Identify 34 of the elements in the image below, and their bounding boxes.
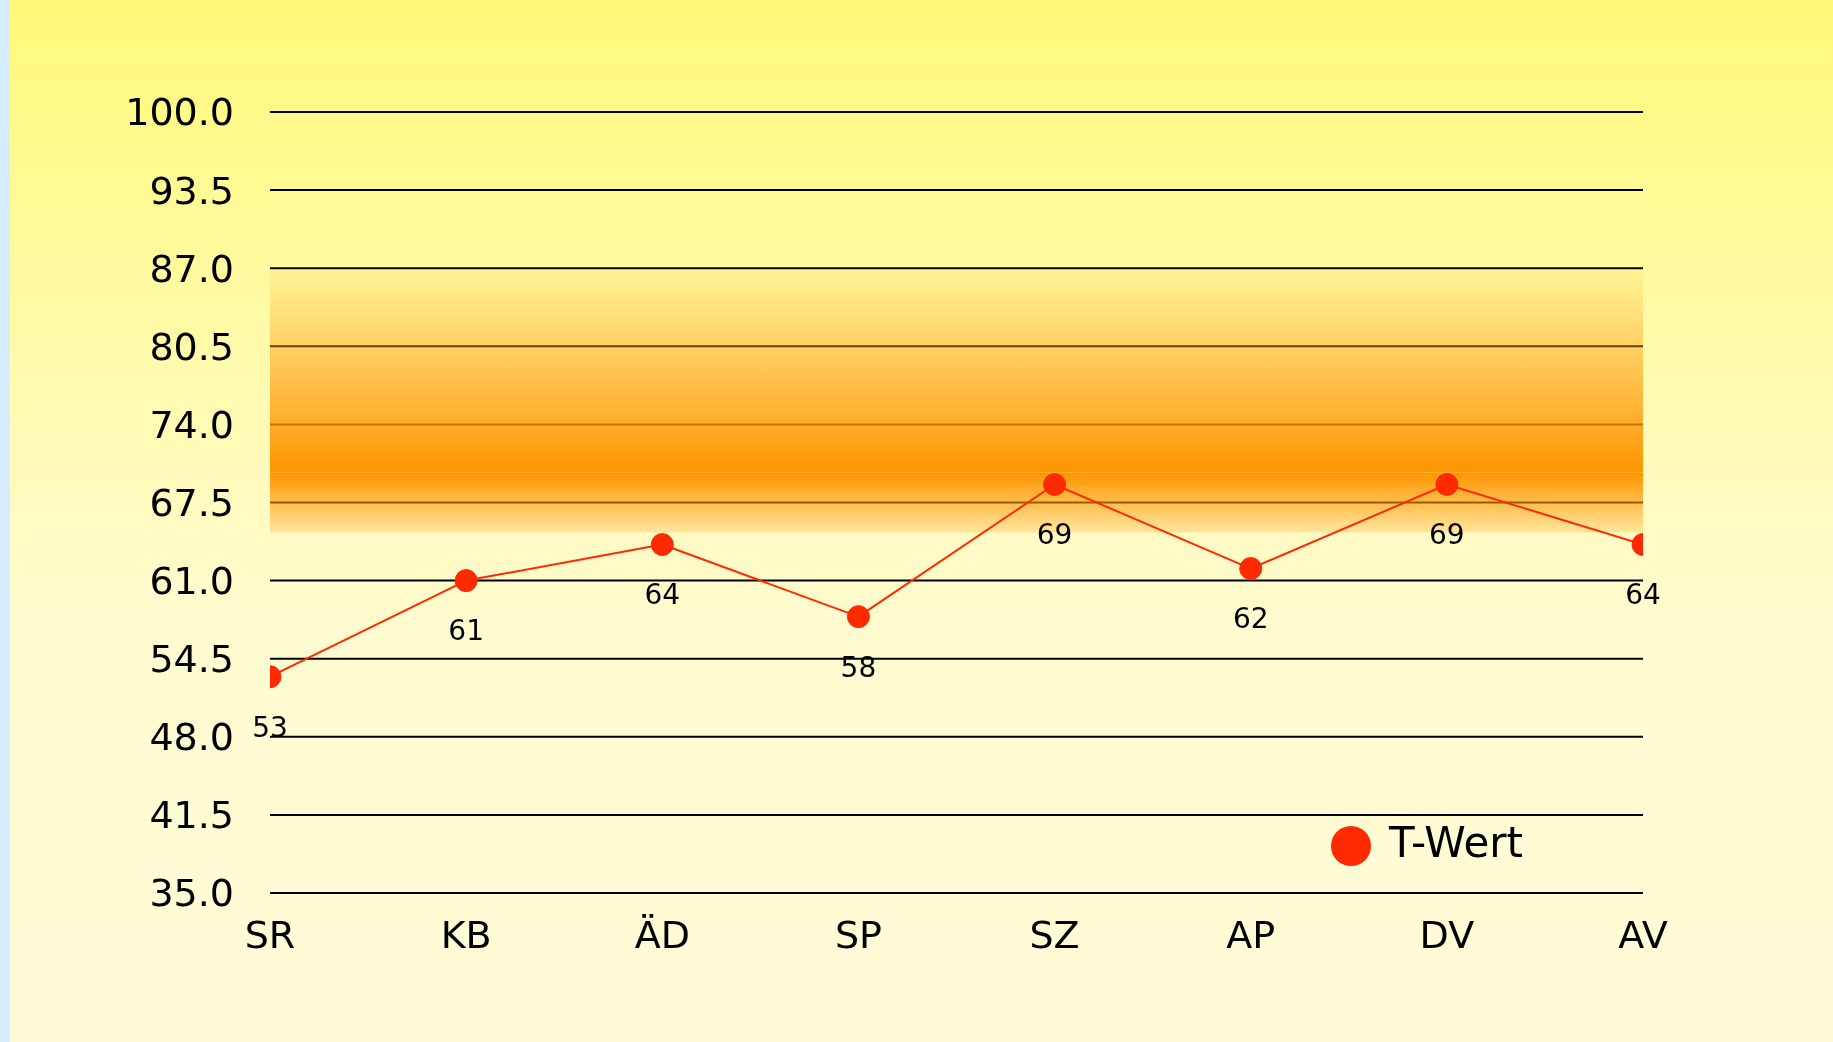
- data-label: 53: [252, 710, 288, 744]
- y-tick-label: 74.0: [149, 402, 234, 447]
- y-tick-label: 93.5: [149, 168, 234, 213]
- data-label: 61: [448, 614, 484, 648]
- x-tick-label: SR: [244, 912, 296, 957]
- y-tick-label: 67.5: [149, 480, 234, 525]
- point: [650, 533, 674, 557]
- legend-label: T-Wert: [1389, 818, 1523, 867]
- x-tick-label: SZ: [1029, 912, 1080, 957]
- y-tick-label: 100.0: [125, 90, 234, 135]
- y-tick-label: 61.0: [149, 559, 234, 604]
- x-tick-label: KB: [440, 912, 492, 957]
- data-label: 58: [840, 650, 877, 684]
- y-tick-label: 35.0: [149, 871, 234, 916]
- y-tick-label: 87.0: [149, 246, 234, 291]
- y-tick-label: 80.5: [149, 324, 234, 369]
- x-tick-label: ÄD: [634, 912, 690, 957]
- point: [454, 569, 478, 593]
- point: [846, 605, 870, 629]
- y-tick-label: 48.0: [149, 715, 234, 760]
- data-label: 64: [644, 578, 681, 612]
- y-tick-label: 41.5: [149, 793, 234, 838]
- data-label: 69: [1036, 518, 1073, 552]
- point: [1043, 472, 1067, 496]
- point: [1239, 557, 1263, 581]
- data-label: 62: [1232, 602, 1269, 636]
- x-tick-label: AP: [1226, 912, 1276, 957]
- x-tick-label: DV: [1419, 912, 1475, 957]
- y-tick-label: 54.5: [149, 637, 234, 682]
- data-label: 64: [1625, 578, 1661, 612]
- x-tick-label: SP: [834, 912, 882, 957]
- data-label: 69: [1429, 518, 1465, 552]
- point: [1435, 472, 1459, 496]
- x-tick-label: AV: [1618, 912, 1668, 957]
